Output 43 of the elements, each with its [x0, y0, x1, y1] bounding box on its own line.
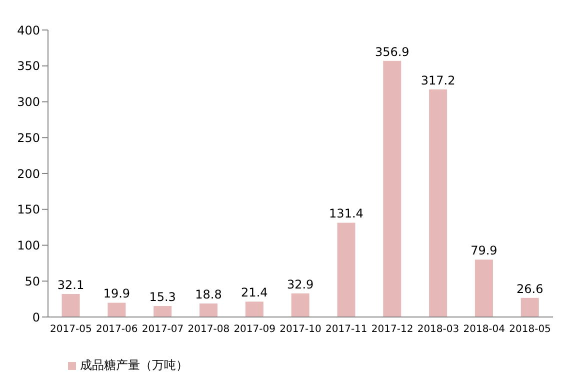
x-tick-label: 2017-09 — [234, 324, 276, 336]
data-label: 32.1 — [57, 278, 84, 292]
x-tick-label: 2017-08 — [188, 324, 230, 336]
bar — [337, 222, 356, 317]
x-tick-label: 2018-05 — [509, 324, 551, 336]
legend-label: 成品糖产量（万吨） — [80, 358, 188, 372]
bar — [474, 260, 493, 317]
x-tick-label: 2018-04 — [463, 324, 506, 336]
data-label: 32.9 — [286, 277, 314, 292]
y-tick-label: 150 — [17, 202, 40, 217]
data-label: 356.9 — [374, 44, 410, 59]
bar — [62, 294, 80, 317]
y-tick-label: 400 — [17, 23, 40, 38]
data-label: 317.2 — [420, 73, 456, 88]
bar — [520, 298, 539, 317]
x-tick-label: 2017-12 — [371, 324, 414, 336]
data-label: 131.4 — [329, 206, 364, 221]
data-label: 26.6 — [516, 282, 544, 296]
x-tick-label: 2017-11 — [326, 324, 368, 336]
x-tick-label: 2017-06 — [96, 324, 138, 336]
y-tick-label: 50 — [24, 274, 40, 288]
x-tick-label: 2017-05 — [50, 324, 92, 336]
bar — [154, 306, 172, 317]
x-tick-label: 2017-10 — [280, 324, 322, 336]
bar — [200, 304, 218, 317]
x-tick-label: 2018-03 — [417, 324, 460, 336]
data-label: 18.8 — [195, 288, 222, 302]
bar — [291, 293, 310, 317]
y-tick-label: 0 — [32, 310, 40, 324]
x-tick-label: 2017-07 — [142, 324, 184, 336]
bar — [383, 60, 402, 317]
bar — [429, 89, 448, 317]
y-tick-label: 250 — [17, 130, 40, 145]
data-label: 19.9 — [103, 286, 130, 301]
y-tick-label: 200 — [17, 166, 40, 181]
y-tick-label: 350 — [17, 59, 40, 74]
y-tick-label: 300 — [17, 95, 40, 110]
bar — [108, 302, 126, 317]
data-label: 21.4 — [241, 286, 268, 300]
data-label: 15.3 — [149, 290, 176, 304]
data-label: 79.9 — [470, 244, 498, 258]
y-tick-label: 100 — [17, 238, 40, 253]
bar — [245, 302, 264, 317]
